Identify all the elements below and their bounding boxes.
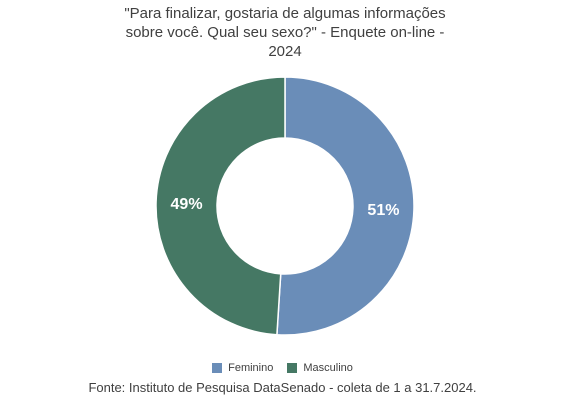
legend-swatch-feminino	[212, 363, 223, 373]
chart-title: "Para finalizar, gostaria de algumas inf…	[70, 4, 500, 61]
legend-label-feminino: Feminino	[228, 362, 274, 374]
donut-chart: 51% 49%	[155, 76, 415, 336]
legend-swatch-masculino	[287, 363, 298, 373]
data-label-feminino: 51%	[367, 202, 399, 219]
chart-title-line-2: sobre você. Qual seu sexo?" - Enquete on…	[125, 24, 445, 41]
chart-title-line-1: "Para finalizar, gostaria de algumas inf…	[124, 5, 446, 22]
source-note: Fonte: Instituto de Pesquisa DataSenado …	[88, 380, 477, 395]
slice-masculino	[155, 76, 286, 336]
chart-title-line-3: 2024	[268, 43, 302, 60]
slice-feminino	[276, 76, 415, 336]
legend-item-masculino: Masculino	[287, 362, 353, 374]
legend: Feminino Masculino	[0, 362, 565, 374]
data-label-masculino: 49%	[171, 196, 203, 213]
legend-item-feminino: Feminino	[212, 362, 273, 374]
legend-label-masculino: Masculino	[303, 362, 353, 374]
